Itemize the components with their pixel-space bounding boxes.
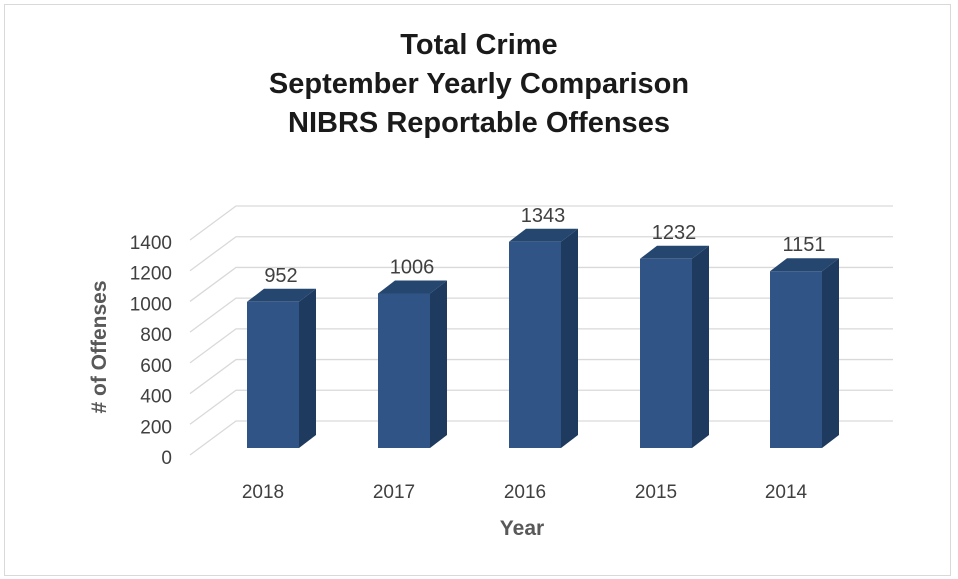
data-label: 952: [264, 265, 297, 287]
y-tick-label: 1200: [130, 264, 172, 285]
bar-front: [770, 271, 822, 448]
bar-side: [430, 280, 447, 448]
y-tick-label: 800: [140, 325, 172, 346]
y-tick-label: 1000: [130, 294, 172, 315]
y-axis-title: # of Offenses: [88, 280, 111, 413]
gridline: [189, 205, 893, 241]
x-tick-label: 2018: [242, 482, 284, 503]
y-tick-label: 400: [140, 387, 172, 408]
chart-title-line-3: NIBRS Reportable Offenses: [288, 107, 670, 139]
x-tick-label: 2016: [504, 482, 546, 503]
chart-title: Total Crime September Yearly Comparison …: [0, 26, 958, 143]
y-axis-ticks: 0 200 400 600 800 1000 1200 1400: [130, 233, 172, 469]
bar-top: [640, 245, 709, 259]
bar-top: [770, 258, 839, 272]
x-axis-title: Year: [500, 517, 544, 540]
bar-top: [247, 288, 316, 302]
data-label: 1343: [521, 205, 566, 227]
bar-top: [509, 228, 578, 242]
bar-side: [822, 258, 839, 448]
y-tick-label: 200: [140, 417, 172, 438]
bar-2017: [378, 280, 447, 448]
bar-2014: [770, 258, 839, 448]
bar-front: [247, 301, 299, 448]
data-label: 1006: [390, 257, 435, 279]
bar-2016: [509, 228, 578, 448]
bar-side: [299, 288, 316, 448]
x-tick-label: 2014: [765, 482, 808, 503]
gridline: [189, 236, 893, 272]
x-axis-ticks: 2018 2017 2016 2015 2014: [242, 482, 808, 503]
bar-side: [692, 245, 709, 448]
data-labels: 952 1006 1343 1232 1151: [264, 205, 825, 287]
y-tick-label: 0: [161, 448, 172, 469]
chart-title-line-1: Total Crime: [400, 29, 558, 61]
data-label: 1151: [782, 234, 825, 256]
bar-front: [640, 258, 692, 448]
bar-2015: [640, 245, 709, 448]
chart-title-line-2: September Yearly Comparison: [268, 68, 690, 100]
bar-top: [378, 280, 447, 294]
x-tick-label: 2017: [373, 482, 415, 503]
x-tick-label: 2015: [635, 482, 677, 503]
y-tick-label: 1400: [130, 233, 172, 254]
y-tick-label: 600: [140, 356, 172, 377]
bar-front: [378, 293, 430, 448]
bar-side: [561, 228, 578, 448]
bar-front: [509, 241, 561, 448]
bar-2018: [247, 288, 316, 448]
bars: [247, 228, 839, 448]
data-label: 1232: [652, 222, 697, 244]
